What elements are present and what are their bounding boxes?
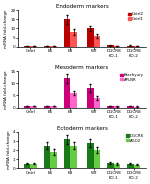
Bar (134, 46, 140, 47)
Bar (64, 19, 70, 47)
Bar (50, 106, 57, 108)
Bar (24, 106, 30, 108)
Title: Mesoderm markers: Mesoderm markers (56, 65, 109, 70)
Bar (70, 93, 77, 108)
Y-axis label: mRNA fold-change: mRNA fold-change (4, 70, 8, 109)
Bar (70, 32, 77, 47)
Bar (44, 106, 50, 108)
Title: Endoderm markers: Endoderm markers (56, 4, 108, 9)
Title: Ectoderm markers: Ectoderm markers (57, 126, 108, 131)
Bar (107, 163, 114, 169)
Bar (107, 106, 114, 108)
Bar (114, 164, 120, 169)
Bar (44, 46, 50, 47)
Bar (94, 150, 100, 169)
Bar (87, 29, 94, 47)
Bar (114, 46, 120, 47)
Bar (44, 146, 50, 169)
Bar (87, 88, 94, 108)
Bar (70, 146, 77, 169)
Bar (107, 45, 114, 47)
Legend: Cntrl2, Cntrl1: Cntrl2, Cntrl1 (126, 11, 146, 22)
Bar (87, 143, 94, 169)
Legend: DGCR8, AGO2: DGCR8, AGO2 (124, 132, 146, 144)
Bar (134, 165, 140, 169)
Bar (64, 78, 70, 108)
Bar (94, 98, 100, 108)
Bar (114, 106, 120, 108)
Y-axis label: mRNA fold-change: mRNA fold-change (7, 131, 11, 169)
Bar (94, 36, 100, 47)
Bar (30, 106, 37, 108)
Bar (64, 139, 70, 169)
Bar (24, 46, 30, 47)
Bar (24, 164, 30, 169)
Bar (30, 46, 37, 47)
Bar (127, 164, 134, 169)
Bar (50, 152, 57, 169)
Legend: Brachyury, APLNR: Brachyury, APLNR (118, 72, 146, 83)
Bar (127, 46, 134, 47)
Bar (134, 107, 140, 108)
Y-axis label: mRNA fold-change: mRNA fold-change (4, 9, 8, 48)
Bar (127, 106, 134, 108)
Bar (30, 164, 37, 169)
Bar (50, 46, 57, 47)
